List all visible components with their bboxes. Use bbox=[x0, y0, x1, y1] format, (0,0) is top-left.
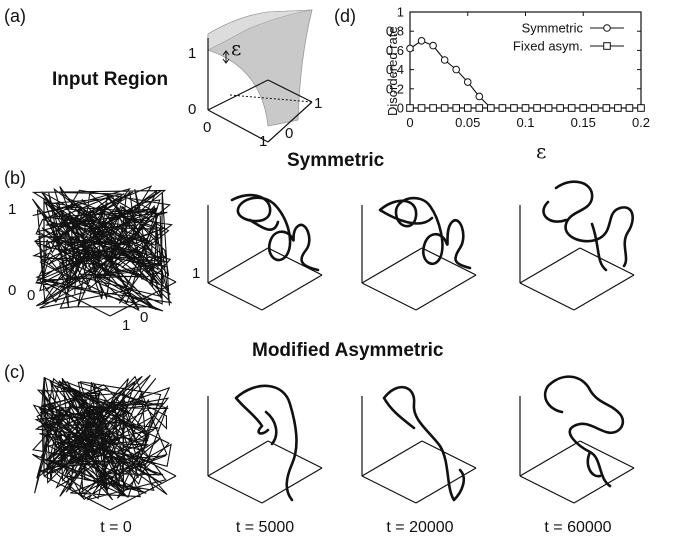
tick-vertical-bottom: 0 bbox=[188, 101, 196, 118]
fixed-asym-point bbox=[510, 104, 518, 112]
tick-corner-zero: 0 bbox=[285, 125, 293, 142]
input-region-plot: ε 1 0 0 1 1 0 bbox=[188, 9, 322, 150]
asymmetric-plot-t20000 bbox=[361, 385, 477, 504]
fixed-asym-point bbox=[452, 104, 460, 112]
tick-side-one: 1 bbox=[192, 265, 200, 282]
panel-b-letter: (b) bbox=[4, 168, 26, 188]
fixed-asym-point bbox=[556, 104, 564, 112]
fixed-asym-point bbox=[602, 104, 611, 112]
fixed-asym-point bbox=[429, 104, 437, 112]
fixed-asym-point bbox=[521, 104, 530, 112]
fixed-asym-point bbox=[625, 104, 634, 112]
fixed-asym-point bbox=[544, 104, 553, 112]
panel-c-letter: (c) bbox=[4, 362, 25, 382]
fixed-asym-point bbox=[498, 104, 507, 112]
fixed-asym-point bbox=[487, 104, 495, 112]
time-label-t5000: t = 5000 bbox=[236, 519, 294, 536]
tick-bottom-one: 1 bbox=[122, 317, 130, 334]
y-axis-label: Disordered rate bbox=[385, 26, 400, 116]
fixed-asym-point bbox=[637, 104, 645, 112]
x-axis-label: ε bbox=[536, 139, 546, 163]
fixed-asym-point bbox=[440, 104, 449, 112]
axis-dotted bbox=[229, 94, 313, 103]
y-tick-label: 0.4 bbox=[386, 62, 404, 77]
tick-top-one: 1 bbox=[8, 201, 16, 218]
disordered-rate-chart: Disordered rate ε 0 0.2 0.4 0.6 0.8 1 0 0.05 0.1… bbox=[385, 5, 650, 164]
symmetric-point bbox=[429, 41, 437, 50]
time-label-t60000: t = 60000 bbox=[544, 519, 611, 536]
modified-asymmetric-title: Modified Asymmetric bbox=[252, 340, 444, 361]
symmetric-point bbox=[452, 65, 461, 74]
tick-right-one: 1 bbox=[314, 95, 322, 112]
asymmetric-plot-t0 bbox=[32, 374, 177, 511]
symmetric-plot-t0: 1 0 0 1 0 bbox=[8, 185, 177, 334]
epsilon-arrowheads bbox=[222, 50, 230, 64]
y-tick-label: 0.6 bbox=[386, 43, 404, 58]
tick-front-zero: 0 bbox=[27, 287, 35, 304]
axis-right bbox=[267, 101, 313, 143]
legend-label-1: Fixed asym. bbox=[513, 39, 583, 54]
panel-a-letter: (a) bbox=[4, 6, 26, 26]
tick-right-zero: 0 bbox=[140, 309, 148, 326]
asymmetric-plot-t60000 bbox=[519, 375, 635, 504]
y-tick-label: 0 bbox=[397, 101, 404, 116]
input-region-title: Input Region bbox=[52, 69, 168, 90]
symmetric-point bbox=[417, 37, 426, 45]
tick-bottom-zero: 0 bbox=[8, 282, 16, 299]
y-tick-label: 0.8 bbox=[386, 24, 404, 39]
fixed-asym-point bbox=[463, 104, 472, 112]
tick-vertical-top: 1 bbox=[188, 45, 196, 62]
tick-bottom-one: 1 bbox=[259, 133, 267, 150]
legend-marker-0 bbox=[603, 24, 611, 32]
fixed-asym-point bbox=[614, 104, 622, 112]
y-tick-label: 0.2 bbox=[386, 81, 404, 96]
panel-d-letter: (d) bbox=[334, 6, 356, 26]
input-region-top-face bbox=[207, 9, 313, 51]
fixed-asym-point bbox=[591, 104, 599, 112]
axis-back bbox=[267, 79, 313, 103]
fixed-asym-point bbox=[475, 104, 484, 112]
symmetric-plot-t5000: 1 bbox=[192, 193, 323, 311]
x-tick-label: 0.15 bbox=[571, 115, 596, 130]
symmetric-point bbox=[475, 92, 484, 101]
axis-front bbox=[207, 109, 269, 143]
fixed-asym-point bbox=[533, 104, 541, 112]
fixed-asym-point bbox=[417, 104, 426, 112]
symmetric-point bbox=[406, 44, 414, 53]
x-tick-label: 0.05 bbox=[455, 115, 480, 130]
legend-marker-1 bbox=[603, 42, 611, 50]
symmetric-plot-t60000 bbox=[519, 180, 635, 311]
time-label-t0: t = 0 bbox=[100, 519, 132, 536]
epsilon-label: ε bbox=[231, 36, 241, 60]
x-tick-label: 0.1 bbox=[516, 115, 534, 130]
tangled-trajectory bbox=[31, 185, 173, 312]
fixed-asym-point bbox=[579, 104, 588, 112]
fixed-asym-point bbox=[567, 104, 576, 112]
axis-back-left bbox=[207, 79, 269, 111]
asymmetric-plot-t5000 bbox=[207, 384, 323, 504]
symmetric-title: Symmetric bbox=[287, 150, 385, 171]
tick-front-zero: 0 bbox=[203, 119, 211, 136]
time-label-t20000: t = 20000 bbox=[386, 519, 453, 536]
x-tick-label: 0.2 bbox=[632, 115, 650, 130]
fixed-asym-point bbox=[406, 104, 414, 112]
symmetric-point bbox=[440, 56, 449, 64]
x-tick-label: 0 bbox=[406, 115, 413, 130]
tangled-trajectory bbox=[32, 374, 172, 501]
legend-label-0: Symmetric bbox=[522, 21, 584, 36]
symmetric-plot-t20000 bbox=[361, 196, 477, 311]
y-tick-label: 1 bbox=[397, 5, 404, 20]
symmetric-point bbox=[463, 78, 472, 86]
